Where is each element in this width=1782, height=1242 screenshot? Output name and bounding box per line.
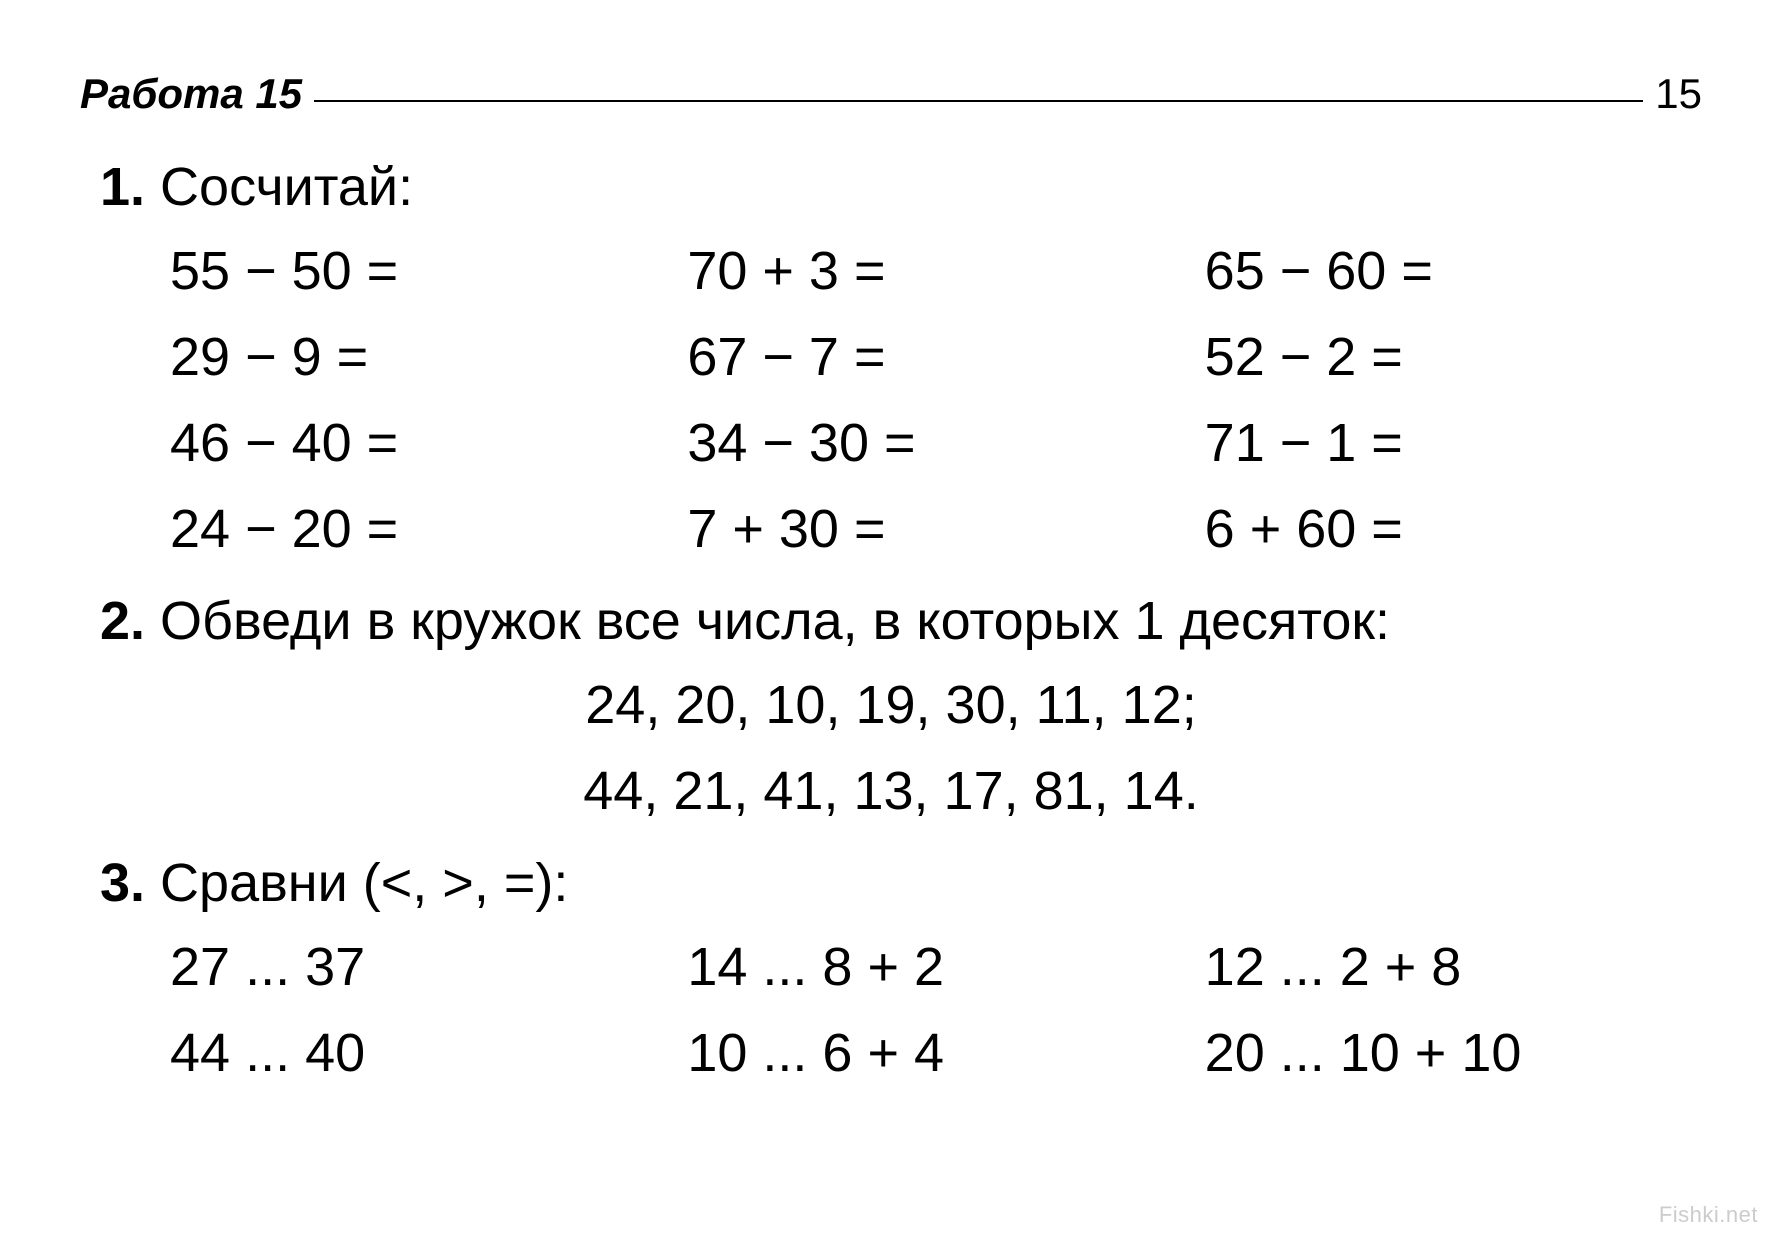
comparison: 27 ... 37 bbox=[170, 936, 667, 998]
task-2-number: 2. bbox=[100, 591, 145, 651]
task-1-number: 1. bbox=[100, 157, 145, 217]
number-row-2: 44, 21, 41, 13, 17, 81, 14. bbox=[80, 760, 1702, 822]
task-3: 3. Сравни (<, >, =): 27 ... 37 14 ... 8 … bbox=[80, 852, 1702, 1084]
expression: 67 − 7 = bbox=[687, 326, 1184, 388]
expression: 6 + 60 = bbox=[1205, 498, 1702, 560]
number-row-1: 24, 20, 10, 19, 30, 11, 12; bbox=[80, 674, 1702, 736]
header-rule-line bbox=[314, 100, 1643, 102]
comparison: 20 ... 10 + 10 bbox=[1205, 1022, 1702, 1084]
page-number: 15 bbox=[1655, 70, 1702, 118]
task-2-heading: 2. Обведи в кружок все числа, в которых … bbox=[100, 590, 1702, 652]
expression: 46 − 40 = bbox=[170, 412, 667, 474]
watermark-text: Fishki.net bbox=[1659, 1202, 1758, 1228]
comparison: 14 ... 8 + 2 bbox=[687, 936, 1184, 998]
task-2-numbers: 24, 20, 10, 19, 30, 11, 12; 44, 21, 41, … bbox=[80, 674, 1702, 822]
worksheet-header: Работа 15 15 bbox=[80, 70, 1702, 118]
task-2: 2. Обведи в кружок все числа, в которых … bbox=[80, 590, 1702, 822]
comparison: 10 ... 6 + 4 bbox=[687, 1022, 1184, 1084]
task-2-title: Обведи в кружок все числа, в которых 1 д… bbox=[145, 591, 1390, 651]
task-1: 1. Сосчитай: 55 − 50 = 70 + 3 = 65 − 60 … bbox=[80, 156, 1702, 560]
expression: 52 − 2 = bbox=[1205, 326, 1702, 388]
expression: 70 + 3 = bbox=[687, 240, 1184, 302]
expression: 65 − 60 = bbox=[1205, 240, 1702, 302]
expression: 34 − 30 = bbox=[687, 412, 1184, 474]
task-3-heading: 3. Сравни (<, >, =): bbox=[100, 852, 1702, 914]
work-title: Работа 15 bbox=[80, 70, 302, 118]
expression: 71 − 1 = bbox=[1205, 412, 1702, 474]
task-1-title: Сосчитай: bbox=[145, 157, 413, 217]
expression: 24 − 20 = bbox=[170, 498, 667, 560]
task-3-number: 3. bbox=[100, 853, 145, 913]
task-1-grid: 55 − 50 = 70 + 3 = 65 − 60 = 29 − 9 = 67… bbox=[170, 240, 1702, 560]
comparison: 44 ... 40 bbox=[170, 1022, 667, 1084]
task-3-grid: 27 ... 37 14 ... 8 + 2 12 ... 2 + 8 44 .… bbox=[170, 936, 1702, 1084]
expression: 55 − 50 = bbox=[170, 240, 667, 302]
expression: 29 − 9 = bbox=[170, 326, 667, 388]
task-3-title: Сравни (<, >, =): bbox=[145, 853, 568, 913]
expression: 7 + 30 = bbox=[687, 498, 1184, 560]
task-1-heading: 1. Сосчитай: bbox=[100, 156, 1702, 218]
comparison: 12 ... 2 + 8 bbox=[1205, 936, 1702, 998]
